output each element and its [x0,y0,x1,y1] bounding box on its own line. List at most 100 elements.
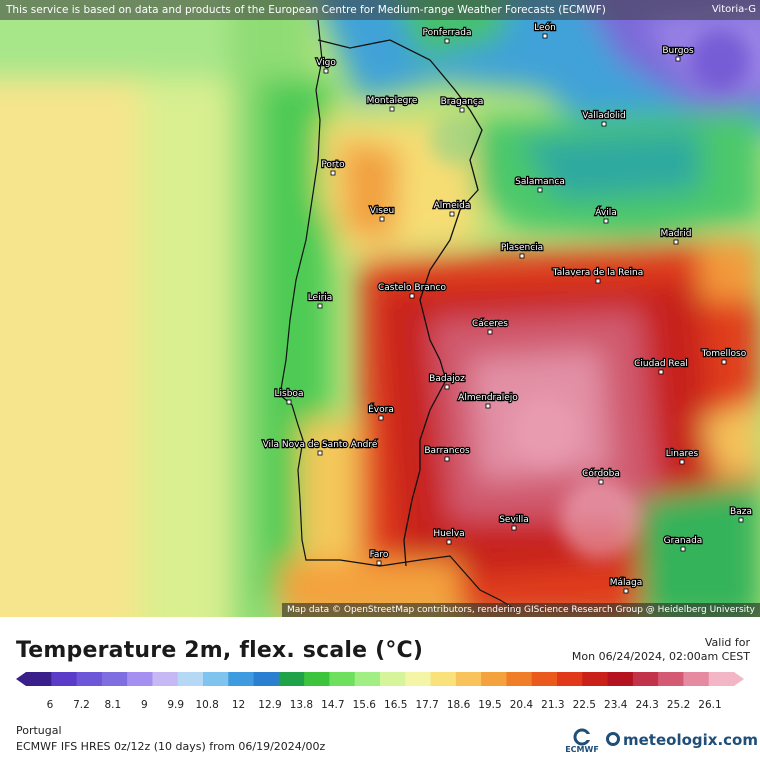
city-name: Faro [370,550,389,560]
city-sevilla: Sevilla [498,514,530,531]
temperature-field [0,0,760,617]
city-le-n: León [533,21,557,39]
meteologix-logo[interactable]: meteologix.com [606,731,758,749]
city-marker [623,588,629,594]
city-name: Leiria [308,293,333,303]
city-name: Córdoba [582,468,620,479]
legend-swatch [708,672,735,686]
city-marker [459,107,465,113]
city-name: Castelo Branco [378,283,446,293]
meteologix-logo-text: meteologix.com [623,731,758,749]
city-ciudad-real: Ciudad Real [633,358,689,375]
city-marker [519,253,525,259]
city-name: Burgos [662,46,694,56]
city-marker [317,450,323,456]
city-tomelloso: Tomelloso [700,348,748,365]
city-porto: Porto [320,159,346,176]
legend-swatch [329,672,356,686]
legend-min-arrow [16,672,26,686]
city-name: Évora [368,403,394,415]
city--vila: Ávila [594,205,618,224]
legend-swatch [76,672,103,686]
legend-swatch [632,672,659,686]
map-canvas: Ponferrada León Burgos Vigo Montalegre Bragan… [0,0,760,617]
gear-logo-icon [606,732,620,746]
legend-tick-label: 25.2 [667,699,690,711]
city-m-laga: Málaga [609,577,643,594]
city-name: Viseu [370,206,394,216]
city-name: León [534,22,556,33]
city-name: Plasencia [501,243,543,253]
city-marker [601,121,607,127]
city-name: Bragança [441,97,484,107]
city-faro: Faro [368,549,390,566]
city-marker [598,479,604,485]
legend-tick-label: 24.3 [635,699,658,711]
city-almendralejo: Almendralejo [457,392,520,409]
legend-tick-label: 23.4 [604,699,628,711]
model-run-label: ECMWF IFS HRES 0z/12z (10 days) from 06/… [16,740,326,753]
city-name: Tomelloso [701,349,747,359]
legend-swatch [304,672,330,686]
legend-swatch [658,672,684,686]
city-salamanca: Salamanca [514,176,566,193]
city-name: Barrancos [424,446,470,456]
city-name: Ávila [595,206,616,218]
legend-tick-label: 26.1 [698,699,721,711]
legend-tick-label: 15.6 [353,699,377,711]
city-marker [542,33,548,39]
legend-swatch [380,672,406,686]
city-labels: Ponferrada León Burgos Vigo Montalegre Bragan… [261,21,753,594]
city-marker [323,68,329,74]
legend-tick-label: 9 [141,699,148,711]
ecmwf-notice-text: This service is based on data and produc… [6,4,606,16]
city-huelva: Huelva [432,528,466,545]
city-name: Lisboa [275,389,304,399]
legend-tick-label: 7.2 [73,699,90,711]
city-montalegre: Montalegre [365,95,419,112]
legend-swatch [152,672,179,686]
city-name: Ciudad Real [634,359,688,369]
map-attribution: Map data © OpenStreetMap contributors, r… [282,603,760,617]
city-marker [679,459,685,465]
legend-swatch [354,672,381,686]
city-marker [317,303,323,309]
city-marker [673,239,679,245]
region-label: Portugal [16,724,62,737]
legend-tick-label: 12 [232,699,245,711]
city-badajoz: Badajoz [428,373,466,390]
legend-tick-label: 8.1 [105,699,122,711]
legend-swatch [506,672,533,686]
temperature-map[interactable]: Ponferrada León Burgos Vigo Montalegre Bragan… [0,0,760,617]
city-almeida: Almeida [432,200,472,217]
city-marker [485,403,491,409]
coastline [279,19,521,613]
city-name: Linares [666,449,699,459]
legend-swatch [26,672,52,686]
city-burgos: Burgos [661,45,695,62]
city-marker [330,170,336,176]
legend-tick-label: 13.8 [290,699,313,711]
legend-swatch [101,672,128,686]
city--vora: Évora [367,402,395,421]
city-name: Madrid [661,229,692,239]
map-title: Temperature 2m, flex. scale (°C) [16,638,424,663]
city-marker [595,278,601,284]
city-talavera-de-la-reina: Talavera de la Reina [551,267,644,284]
legend-swatch [557,672,583,686]
city-marker [376,560,382,566]
city-name: Baza [730,507,752,517]
city-name: Málaga [610,578,643,588]
city-marker [603,218,609,224]
city-c-ceres: Cáceres [471,318,510,335]
valid-time: Mon 06/24/2024, 02:00am CEST [571,650,750,663]
legend-swatch [582,672,609,686]
corner-label: Vitoria-G [711,4,756,15]
legend-tick-label: 17.7 [415,699,438,711]
legend-swatch [405,672,432,686]
city-marker [658,369,664,375]
ecmwf-logo-text: ECMWF [565,745,599,754]
city-marker [409,293,415,299]
legend-swatch [481,672,507,686]
city-marker [444,456,450,462]
